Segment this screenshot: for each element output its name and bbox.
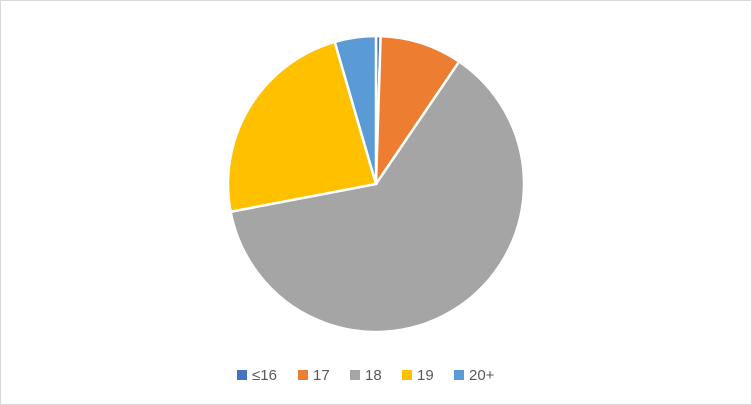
- legend-label: 18: [365, 367, 382, 384]
- legend-label: 19: [417, 367, 434, 384]
- legend-swatch: [402, 370, 412, 380]
- legend-swatch: [350, 370, 360, 380]
- pie-slice: [374, 34, 461, 189]
- legend-swatch: [237, 370, 247, 380]
- legend-swatch: [454, 370, 464, 380]
- legend-label: ≤16: [252, 367, 277, 384]
- legend-label: 17: [313, 367, 330, 384]
- legend-swatch: [298, 370, 308, 380]
- pie-slice: [226, 40, 378, 214]
- legend-label: 20+: [469, 367, 495, 384]
- pie-slice: [229, 59, 526, 334]
- pie-slice: [333, 34, 378, 185]
